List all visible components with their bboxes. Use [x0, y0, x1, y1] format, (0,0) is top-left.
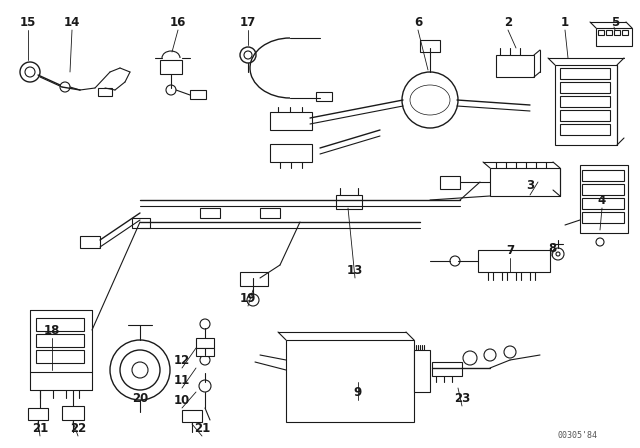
Circle shape — [199, 380, 211, 392]
Bar — [336, 195, 362, 209]
Circle shape — [120, 350, 160, 390]
Bar — [560, 82, 610, 93]
Bar — [555, 65, 617, 145]
Text: 11: 11 — [174, 374, 190, 387]
Bar — [614, 30, 620, 35]
Bar — [560, 96, 610, 107]
Circle shape — [200, 319, 210, 329]
Text: 15: 15 — [20, 16, 36, 29]
Bar — [414, 350, 430, 392]
Circle shape — [484, 349, 496, 361]
Circle shape — [450, 256, 460, 266]
Bar — [596, 28, 632, 46]
Circle shape — [25, 67, 35, 77]
Text: 7: 7 — [506, 244, 514, 257]
Bar — [182, 410, 202, 422]
Text: 4: 4 — [598, 194, 606, 207]
Bar — [598, 30, 604, 35]
Circle shape — [244, 51, 252, 59]
Bar — [28, 408, 48, 420]
Text: 5: 5 — [611, 16, 619, 29]
Text: 10: 10 — [174, 393, 190, 406]
Bar — [560, 68, 610, 79]
Circle shape — [247, 294, 259, 306]
Circle shape — [110, 340, 170, 400]
Text: 3: 3 — [526, 178, 534, 191]
Bar — [582, 198, 624, 209]
Bar — [420, 40, 440, 52]
Text: 9: 9 — [354, 385, 362, 399]
Bar — [240, 272, 268, 286]
Bar — [560, 124, 610, 135]
Bar — [580, 165, 628, 233]
Circle shape — [552, 248, 564, 260]
Circle shape — [596, 238, 604, 246]
Text: 21: 21 — [32, 422, 48, 435]
Bar — [286, 340, 414, 422]
Circle shape — [402, 72, 458, 128]
Bar — [582, 184, 624, 195]
Bar — [606, 30, 612, 35]
Bar — [36, 334, 84, 347]
Bar — [36, 350, 84, 363]
Bar — [582, 212, 624, 223]
Text: 1: 1 — [561, 16, 569, 29]
Bar — [316, 92, 332, 101]
Text: 18: 18 — [44, 323, 60, 336]
Bar — [260, 208, 280, 218]
Circle shape — [20, 62, 40, 82]
Text: 00305'84: 00305'84 — [558, 431, 598, 439]
Text: 12: 12 — [174, 353, 190, 366]
Circle shape — [504, 346, 516, 358]
Bar — [270, 112, 312, 130]
Bar — [36, 318, 84, 331]
Bar — [622, 30, 628, 35]
Bar — [160, 60, 182, 74]
Circle shape — [240, 47, 256, 63]
Circle shape — [556, 252, 560, 256]
Bar — [432, 362, 462, 376]
Text: 14: 14 — [64, 16, 80, 29]
Text: 23: 23 — [454, 392, 470, 405]
Bar — [196, 348, 214, 356]
Bar — [560, 110, 610, 121]
Bar — [490, 168, 560, 196]
Text: 19: 19 — [240, 292, 256, 305]
Circle shape — [463, 351, 477, 365]
Bar — [80, 236, 100, 248]
Text: 22: 22 — [70, 422, 86, 435]
Bar — [496, 55, 534, 77]
Circle shape — [60, 82, 70, 92]
Bar — [440, 176, 460, 189]
Text: 17: 17 — [240, 16, 256, 29]
Bar — [582, 170, 624, 181]
Text: 2: 2 — [504, 16, 512, 29]
Bar — [200, 208, 220, 218]
Bar — [196, 338, 214, 348]
Bar — [190, 90, 206, 99]
Circle shape — [166, 85, 176, 95]
Text: 13: 13 — [347, 263, 363, 276]
Bar — [98, 88, 112, 96]
Text: 8: 8 — [548, 241, 556, 254]
Bar — [132, 218, 150, 228]
Text: 20: 20 — [132, 392, 148, 405]
Text: 6: 6 — [414, 16, 422, 29]
Bar — [478, 250, 550, 272]
Bar — [62, 406, 84, 420]
Circle shape — [200, 355, 210, 365]
Text: 21: 21 — [194, 422, 210, 435]
Circle shape — [132, 362, 148, 378]
Text: 16: 16 — [170, 16, 186, 29]
Bar — [270, 144, 312, 162]
